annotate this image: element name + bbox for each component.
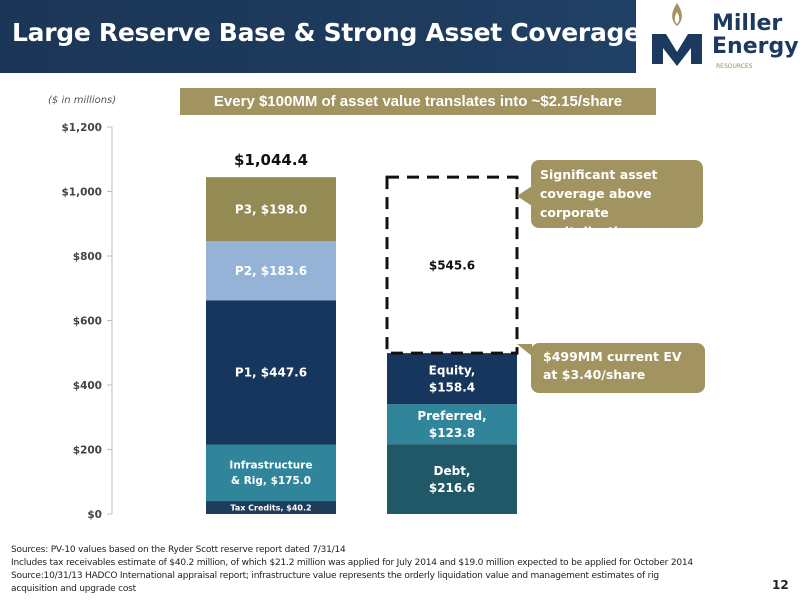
bar-segment-label: P2, $183.6 — [235, 264, 307, 278]
bar-segment — [206, 501, 336, 514]
units-note: ($ in millions) — [48, 95, 117, 106]
bar-segment-label: Infrastructure — [229, 460, 312, 472]
bar-segment-label: $545.6 — [429, 258, 475, 272]
bar-segment-label: & Rig, $175.0 — [231, 475, 311, 487]
company-logo: Miller Energy RESOURCES — [636, 0, 800, 73]
footnote-line: Sources: PV-10 values based on the Ryder… — [11, 545, 346, 555]
bar-segment-label: $216.6 — [429, 481, 475, 495]
bar-segment — [387, 404, 517, 445]
bar-segment-label: P3, $198.0 — [235, 202, 307, 216]
logo-name-line2: Energy — [712, 34, 799, 59]
page-number: 12 — [772, 578, 789, 592]
footnote-line: Source:10/31/13 HADCO International appr… — [11, 571, 659, 581]
y-tick-label: $1,000 — [61, 187, 102, 199]
bar-segment-label: Equity, — [429, 363, 476, 377]
miller-m-flame-icon — [652, 3, 702, 66]
value-per-share-banner: Every $100MM of asset value translates i… — [180, 88, 656, 115]
footnotes: Sources: PV-10 values based on the Ryder… — [11, 544, 751, 596]
y-tick-label: $600 — [73, 316, 102, 328]
bar-segment — [206, 300, 336, 445]
bar-segment — [387, 353, 517, 405]
bar-segment-label: Preferred, — [417, 409, 486, 423]
y-tick-label: $0 — [87, 509, 102, 521]
slide-title: Large Reserve Base & Strong Asset Covera… — [12, 18, 641, 47]
logo-subtitle: RESOURCES — [716, 63, 753, 70]
bar-segment-label: Tax Credits, $40.2 — [230, 503, 311, 512]
bar-total-label: $1,044.4 — [234, 151, 308, 169]
y-tick-label: $800 — [73, 251, 102, 263]
footnote-line: acquisition and upgrade cost — [11, 584, 136, 594]
logo-name-line1: Miller — [712, 11, 783, 36]
bar-segment — [206, 177, 336, 242]
bar-segment-label: $123.8 — [429, 426, 475, 440]
bar-segment — [206, 241, 336, 301]
bar-segment — [206, 444, 336, 502]
y-tick-label: $400 — [73, 380, 102, 392]
y-tick-label: $200 — [73, 445, 102, 457]
callout-arrow-bottom — [517, 344, 532, 356]
y-tick-label: $1,200 — [61, 122, 102, 134]
bar-segment-label: Debt, — [434, 464, 471, 478]
current-ev-callout: $499MM current EV at $3.40/share — [531, 343, 705, 393]
callout-arrow-top — [517, 186, 532, 206]
bar-segment-dashed — [385, 175, 519, 355]
bar-segment-label: P1, $447.6 — [235, 366, 307, 380]
asset-coverage-callout: Significant asset coverage above corpora… — [531, 160, 703, 239]
bar-segment-label: $158.4 — [429, 380, 475, 394]
footnote-line: Includes tax receivables estimate of $40… — [11, 558, 693, 568]
bar-segment — [387, 444, 517, 514]
